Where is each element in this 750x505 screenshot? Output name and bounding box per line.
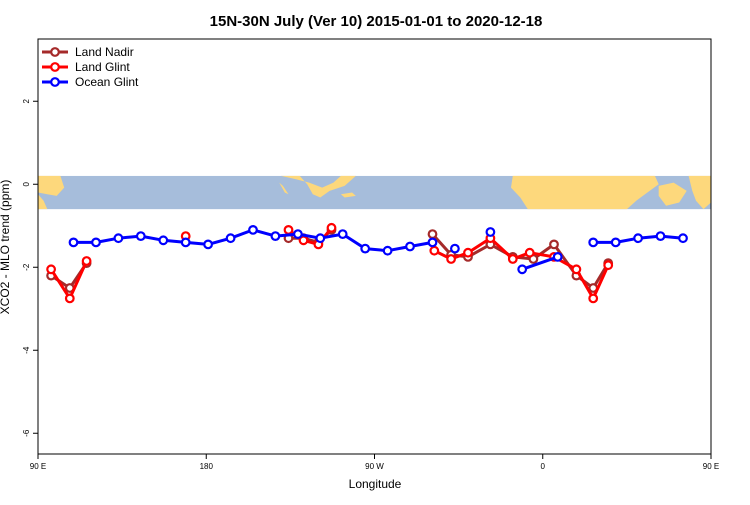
data-point	[382, 245, 393, 256]
y-tick-label: -4	[22, 346, 31, 354]
legend-item: Land Glint	[42, 60, 130, 74]
data-point	[283, 224, 294, 235]
series-line	[521, 255, 559, 271]
data-point	[450, 243, 460, 254]
data-point	[678, 233, 688, 244]
land-baja	[279, 182, 289, 195]
y-tick-label: -6	[22, 429, 31, 437]
data-point	[360, 243, 371, 254]
data-point	[446, 254, 457, 264]
legend-swatch-marker	[50, 62, 60, 72]
data-point	[158, 235, 169, 246]
data-point	[46, 264, 56, 275]
data-point	[315, 233, 326, 244]
data-point	[64, 293, 75, 304]
land-india-arabia	[38, 194, 48, 210]
legend-item: Ocean Glint	[42, 75, 139, 89]
data-point	[427, 237, 438, 248]
series-ocean-glint	[68, 224, 688, 275]
x-tick-label: 90 E	[30, 462, 46, 471]
data-point	[337, 229, 348, 240]
land-india	[688, 175, 711, 210]
data-point	[524, 247, 535, 258]
x-tick-label: 0	[541, 462, 546, 471]
data-point	[293, 229, 303, 240]
data-point	[203, 239, 214, 250]
legend-item: Land Nadir	[42, 45, 134, 59]
y-tick-label: 2	[22, 98, 31, 103]
legend-label: Land Glint	[75, 60, 130, 74]
data-point	[633, 233, 643, 244]
data-point	[552, 251, 563, 262]
data-point	[68, 237, 79, 248]
data-point	[610, 237, 621, 248]
y-tick-label: -2	[22, 263, 31, 271]
data-point	[91, 237, 101, 248]
axes: 90 E 180 90 W 0 90 E 2 0 -2 -4 -6	[22, 98, 719, 471]
chart-title: 15N-30N July (Ver 10) 2015-01-01 to 2020…	[210, 13, 543, 30]
data-point	[571, 264, 582, 275]
data-point	[81, 256, 92, 266]
legend-label: Ocean Glint	[75, 75, 139, 89]
land-caribbean	[340, 192, 356, 198]
data-point	[549, 239, 559, 250]
y-tick-label: 0	[22, 181, 31, 186]
data-point	[427, 229, 438, 240]
land-asia-west	[38, 175, 65, 196]
data-point	[603, 260, 614, 271]
data-point	[655, 231, 666, 242]
y-axis-label: XCO2 - MLO trend (ppm)	[0, 180, 12, 315]
data-point	[507, 254, 518, 264]
data-point	[180, 237, 191, 248]
legend-label: Land Nadir	[75, 45, 134, 59]
data-point	[588, 293, 599, 304]
data-point	[248, 224, 258, 235]
data-point	[113, 233, 124, 244]
series-layer	[46, 222, 688, 304]
data-point	[405, 241, 415, 252]
data-point	[517, 264, 528, 275]
data-point	[429, 245, 440, 256]
x-tick-label: 180	[200, 462, 214, 471]
world-map-band	[38, 175, 711, 210]
data-point	[588, 237, 599, 248]
legend-swatch-marker	[50, 47, 60, 57]
x-tick-label: 90 W	[365, 462, 384, 471]
data-point	[225, 233, 236, 244]
data-point	[463, 247, 473, 258]
land-arabia	[658, 182, 687, 206]
x-tick-label: 90 E	[703, 462, 719, 471]
series-line	[433, 236, 610, 300]
legend-swatch-marker	[50, 77, 60, 87]
land-mexico-us	[281, 175, 356, 198]
land-africa-north	[511, 175, 659, 210]
data-point	[485, 227, 496, 237]
map-land	[38, 175, 711, 210]
data-point	[326, 222, 337, 233]
data-point	[270, 231, 281, 242]
data-point	[135, 231, 146, 242]
plot-frame	[37, 38, 712, 455]
x-axis-label: Longitude	[349, 477, 402, 491]
